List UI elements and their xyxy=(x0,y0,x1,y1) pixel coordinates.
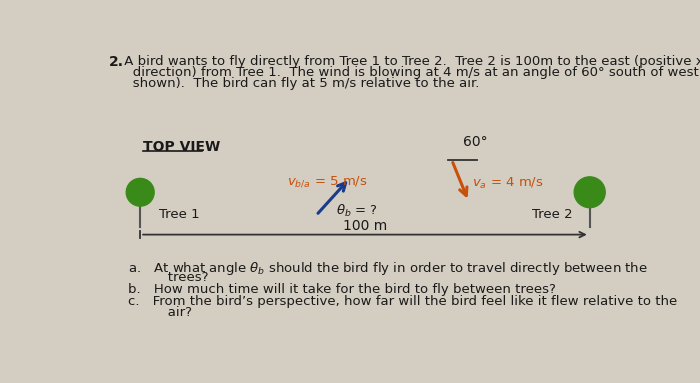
Text: Tree 2: Tree 2 xyxy=(532,208,573,221)
Text: $v_a$ = 4 m/s: $v_a$ = 4 m/s xyxy=(472,176,543,191)
Text: TOP VIEW: TOP VIEW xyxy=(144,140,220,154)
Text: 2.: 2. xyxy=(109,55,124,69)
Text: shown).  The bird can fly at 5 m/s relative to the air.: shown). The bird can fly at 5 m/s relati… xyxy=(120,77,480,90)
Text: $\theta_b$ = ?: $\theta_b$ = ? xyxy=(336,203,378,219)
Text: trees?: trees? xyxy=(128,271,209,284)
Text: 100 m: 100 m xyxy=(343,219,387,233)
Text: a. At what angle $\theta_b$ should the bird fly in order to travel directly betw: a. At what angle $\theta_b$ should the b… xyxy=(128,260,648,277)
Text: $v_{b/a}$ = 5 m/s: $v_{b/a}$ = 5 m/s xyxy=(286,174,368,189)
Text: A bird wants to fly directly from Tree 1 to Tree 2.  Tree 2 is 100m to the east : A bird wants to fly directly from Tree 1… xyxy=(120,55,700,68)
Text: direction) from Tree 1.  The wind is blowing at 4 m/s at an angle of 60° south o: direction) from Tree 1. The wind is blow… xyxy=(120,66,700,79)
Text: air?: air? xyxy=(128,306,192,319)
Text: Tree 1: Tree 1 xyxy=(159,208,200,221)
Circle shape xyxy=(574,177,606,208)
Circle shape xyxy=(126,178,154,206)
Text: b. How much time will it take for the bird to fly between trees?: b. How much time will it take for the bi… xyxy=(128,283,556,296)
Text: c. From the bird’s perspective, how far will the bird feel like it flew relative: c. From the bird’s perspective, how far … xyxy=(128,295,677,308)
Text: 60°: 60° xyxy=(463,135,487,149)
